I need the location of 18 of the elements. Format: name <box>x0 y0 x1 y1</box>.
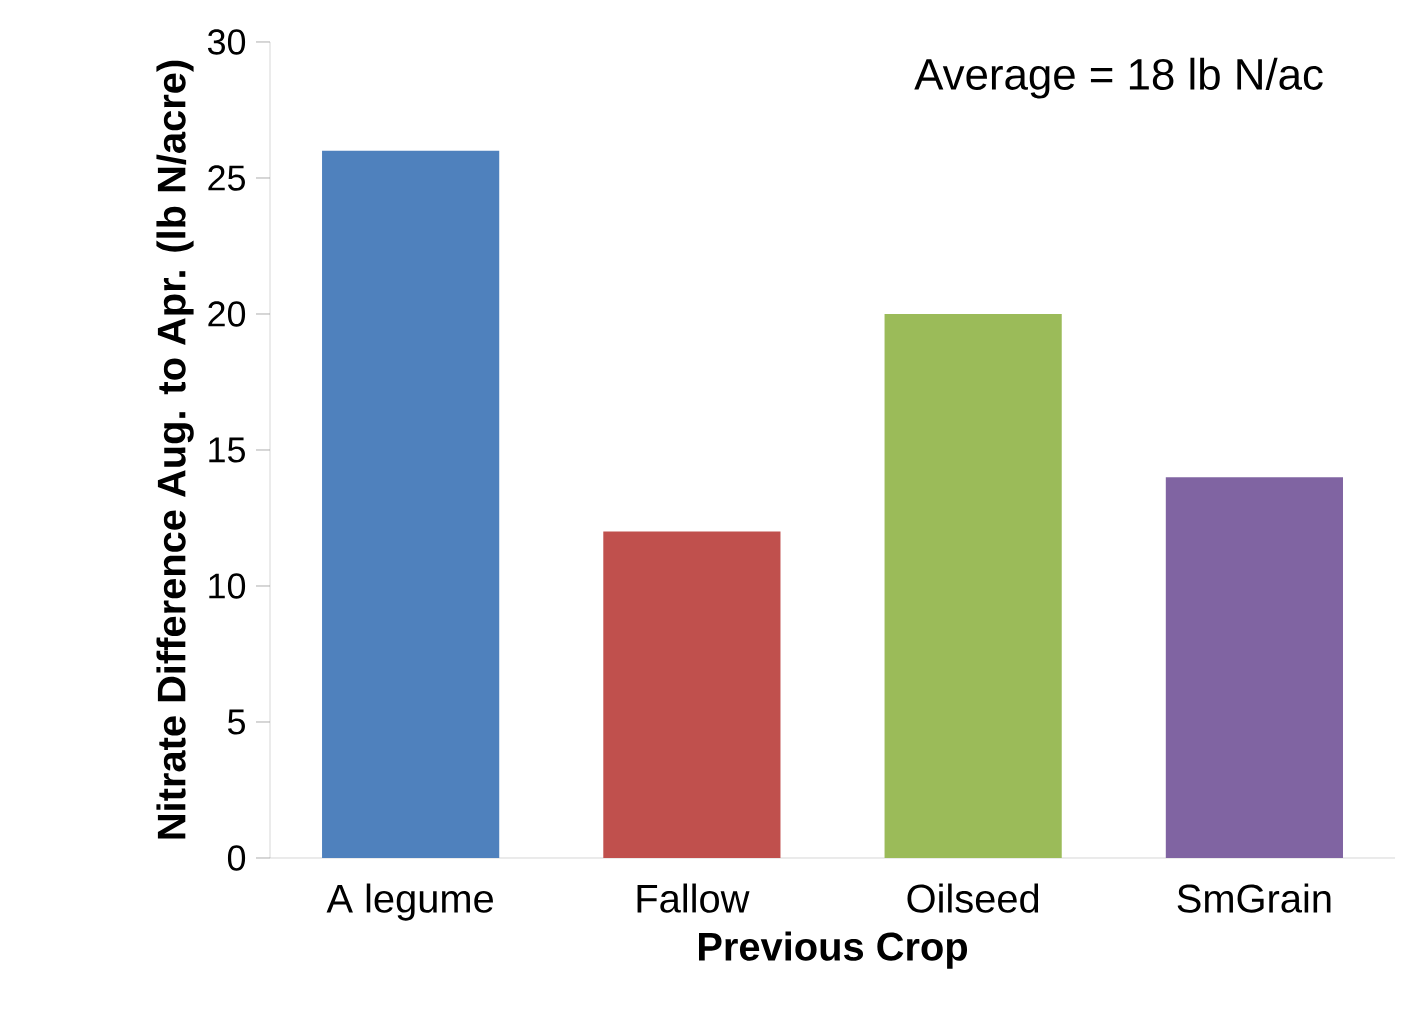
y-tick-label: 20 <box>208 301 246 327</box>
x-axis-title: Previous Crop <box>699 931 968 969</box>
y-axis-title: Nitrate Difference Aug. to Apr. (lb N/acre) <box>156 60 194 839</box>
y-tick-label: 15 <box>209 437 245 463</box>
x-tick-label: SmGrain <box>1177 883 1331 913</box>
y-tick-label: 10 <box>209 573 246 599</box>
annotation: Average = 18 lb N/ac <box>914 57 1323 99</box>
bar <box>603 531 781 858</box>
bar <box>322 150 500 858</box>
y-tick-label: 5 <box>227 709 245 735</box>
bar <box>884 313 1062 858</box>
x-tick-label: Oilseed <box>907 883 1039 913</box>
x-tick-label: A legume <box>326 883 493 921</box>
y-tick-label: 30 <box>207 29 246 55</box>
x-tick-label: Fallow <box>637 883 750 913</box>
y-tick-label: 25 <box>208 165 245 191</box>
y-tick-label: 0 <box>227 845 246 871</box>
bar <box>1165 477 1343 858</box>
